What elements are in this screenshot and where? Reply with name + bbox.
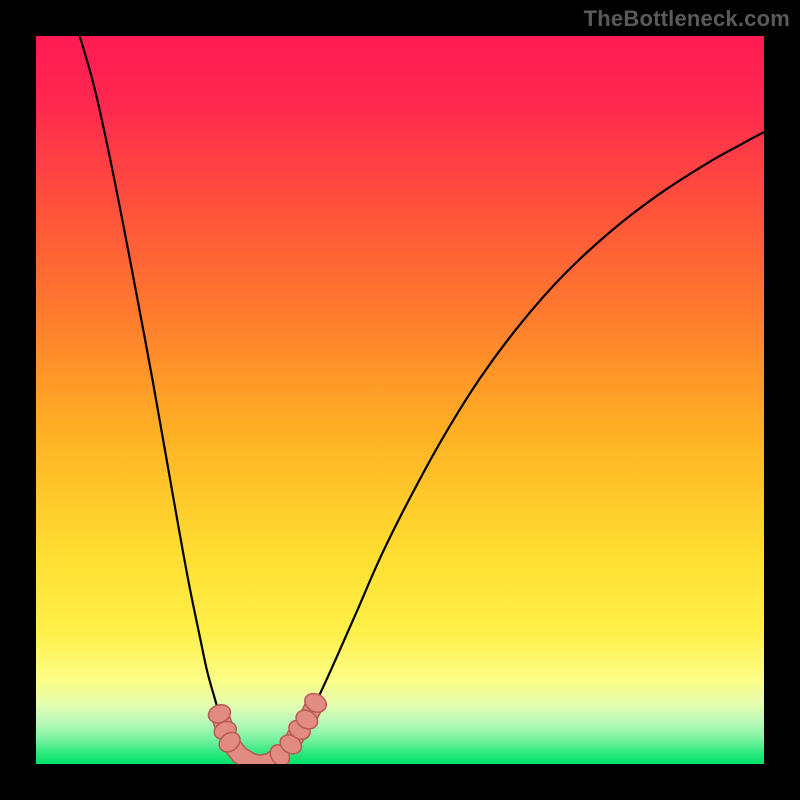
watermark-text: TheBottleneck.com [584,6,790,32]
plot-area [36,36,764,764]
outer-frame: TheBottleneck.com [0,0,800,800]
gradient-background [36,36,764,764]
chart-svg [36,36,764,764]
